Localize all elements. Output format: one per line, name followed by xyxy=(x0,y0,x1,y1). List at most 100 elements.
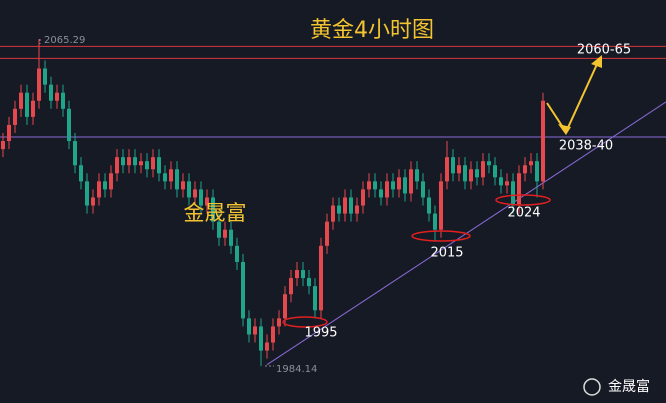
candle-body xyxy=(409,169,413,194)
candle-body xyxy=(193,189,197,198)
candle-body xyxy=(517,173,521,206)
marks xyxy=(0,39,666,367)
candle-body xyxy=(163,173,167,182)
candle-body xyxy=(139,161,143,166)
high-label: 2065.29 xyxy=(44,35,85,46)
candle-body xyxy=(271,326,275,343)
candle-body xyxy=(37,68,41,101)
candle-body xyxy=(25,92,29,117)
candle-body xyxy=(19,92,23,109)
candle-body xyxy=(187,181,191,198)
candle-body xyxy=(391,181,395,190)
candle-body xyxy=(397,177,401,190)
candle-body xyxy=(433,213,437,230)
circle xyxy=(411,230,471,242)
candle-body xyxy=(307,278,311,287)
candle-body xyxy=(421,181,425,198)
candle-body xyxy=(289,278,293,295)
candle-body xyxy=(415,169,419,182)
candle-body xyxy=(79,165,83,182)
candle-body xyxy=(529,161,533,166)
candle-body xyxy=(427,197,431,214)
candle-body xyxy=(73,141,77,166)
annotation: 2024 xyxy=(507,206,540,221)
candle-body xyxy=(43,68,47,85)
candle-body xyxy=(313,286,317,311)
candle-body xyxy=(145,161,149,170)
candle-body xyxy=(217,221,221,238)
candle-body xyxy=(151,157,155,170)
candle-body xyxy=(115,157,119,174)
candle-body xyxy=(223,229,227,238)
candle-body xyxy=(337,205,341,214)
candle-body xyxy=(109,173,113,190)
candle-body xyxy=(385,181,389,198)
candle-body xyxy=(367,181,371,190)
candle-body xyxy=(499,177,503,186)
candle-body xyxy=(277,318,281,327)
candle-body xyxy=(301,270,305,279)
circle xyxy=(495,194,551,206)
candle-body xyxy=(133,157,137,166)
candle-body xyxy=(325,221,329,246)
watermark: 金晟富 xyxy=(184,201,247,225)
annotation: 2015 xyxy=(430,246,463,261)
candle-body xyxy=(493,165,497,178)
candle-body xyxy=(85,181,89,206)
candle-body xyxy=(259,326,263,351)
candle-body xyxy=(379,189,383,198)
candle-body xyxy=(463,165,467,182)
candle-body xyxy=(523,165,527,174)
candle-body xyxy=(61,92,65,109)
candle-body xyxy=(7,124,11,142)
candle-body xyxy=(487,161,491,166)
candle-body xyxy=(199,189,203,206)
candle-body xyxy=(451,157,455,174)
arrowhead xyxy=(558,124,571,135)
candle-body xyxy=(205,197,209,206)
candle-body xyxy=(439,181,443,230)
candle-body xyxy=(319,245,323,311)
candle-body xyxy=(97,181,101,198)
candle-body xyxy=(175,169,179,190)
candle-body xyxy=(265,342,269,351)
candle-body xyxy=(55,92,59,101)
candle-body xyxy=(505,181,509,186)
candle-body xyxy=(445,157,449,182)
candle-body xyxy=(241,261,245,319)
candle-body xyxy=(181,181,185,190)
annotation: 2060-65 xyxy=(577,43,631,58)
candle-body xyxy=(235,245,239,262)
candle-body xyxy=(481,161,485,178)
candle-body xyxy=(457,165,461,174)
annotation: 2038-40 xyxy=(559,139,613,154)
candle-body xyxy=(355,205,359,214)
low-label: 1984.14 xyxy=(276,364,317,375)
candle-body xyxy=(157,157,161,174)
candle-body xyxy=(475,169,479,178)
candle-body xyxy=(361,189,365,206)
candle-body xyxy=(343,197,347,214)
candle-body xyxy=(67,108,71,142)
weibo-icon xyxy=(583,378,601,396)
candle-body xyxy=(229,229,233,246)
candle-body xyxy=(469,169,473,182)
candle-body xyxy=(121,157,125,166)
candle-body xyxy=(49,84,53,101)
candle-body xyxy=(91,197,95,206)
candle-body xyxy=(1,141,5,150)
candle-body xyxy=(541,100,545,182)
candle-body xyxy=(253,326,257,335)
candle-body xyxy=(169,169,173,182)
candle-body xyxy=(103,181,107,190)
candle-body xyxy=(535,161,539,182)
candle-body xyxy=(127,157,131,166)
candle-body xyxy=(331,205,335,222)
candle-body xyxy=(511,181,515,206)
candle-body xyxy=(349,197,353,214)
candle-body xyxy=(403,177,407,194)
candle-body xyxy=(13,108,17,125)
candle-body xyxy=(211,197,215,222)
chart-title: 黄金4小时图 xyxy=(310,18,434,43)
